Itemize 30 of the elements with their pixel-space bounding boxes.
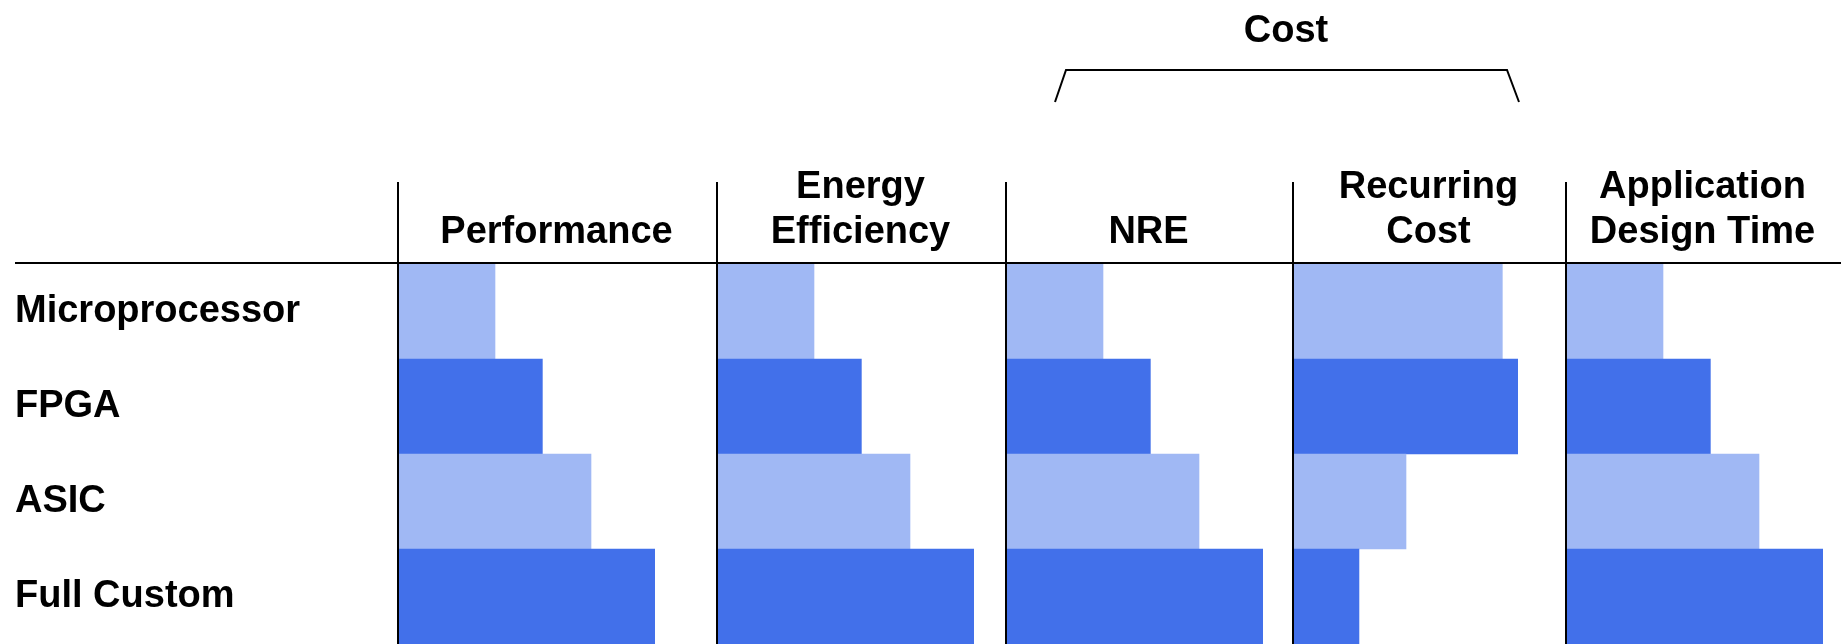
y-tick-label: ASIC <box>15 477 106 520</box>
bar <box>1007 358 1151 455</box>
bar <box>1294 453 1407 550</box>
y-tick-label: Microprocessor <box>15 287 301 330</box>
bar <box>1294 548 1360 644</box>
bar <box>399 453 592 550</box>
bar <box>718 358 862 455</box>
y-tick-label: Full Custom <box>15 572 235 615</box>
bar <box>1294 264 1503 360</box>
chart-title: Energy Efficiency <box>769 163 952 253</box>
text: NRE <box>1107 208 1190 253</box>
bar <box>1007 264 1104 360</box>
chart-title: Application Design Time <box>1588 163 1817 253</box>
text: Performance <box>439 208 674 253</box>
bar <box>718 453 911 550</box>
bar <box>1567 264 1664 360</box>
bar <box>718 264 815 360</box>
bar <box>1567 358 1711 455</box>
bar <box>1567 453 1760 550</box>
bar <box>1007 453 1200 550</box>
bar <box>1007 548 1263 644</box>
bar <box>399 264 496 360</box>
bar <box>399 358 543 455</box>
bar <box>1294 358 1518 455</box>
text: Cost <box>1242 8 1330 51</box>
bar <box>1567 548 1823 644</box>
bar <box>718 548 974 644</box>
y-tick-label: FPGA <box>15 382 121 425</box>
bar <box>399 548 655 644</box>
chart-title: Recurring Cost <box>1337 163 1520 253</box>
